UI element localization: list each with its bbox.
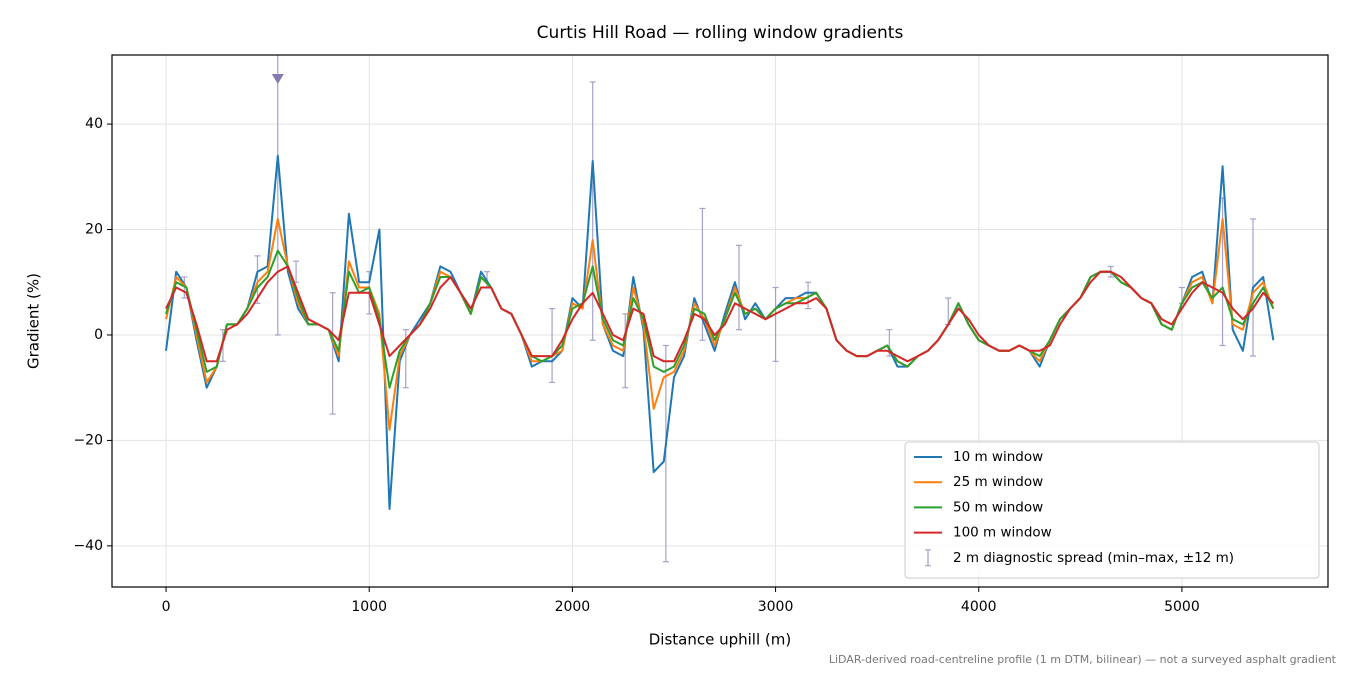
x-tick-label: 1000 — [351, 599, 387, 615]
error-bar — [589, 81, 596, 341]
footnote: LiDAR-derived road-centreline profile (1… — [829, 653, 1337, 666]
series-line — [165, 265, 1275, 363]
error-bar — [622, 313, 629, 389]
legend-label: 10 m window — [953, 449, 1043, 465]
error-bar — [329, 292, 336, 415]
legend: 10 m window 25 m window 50 m window 100 m w… — [904, 441, 1320, 579]
legend-label: 25 m window — [953, 474, 1043, 490]
error-bar — [549, 308, 556, 384]
y-axis-label: Gradient (%) — [25, 273, 43, 369]
error-bar — [293, 260, 300, 283]
y-tick-label: −40 — [73, 538, 103, 554]
error-bar — [662, 344, 669, 563]
x-tick-label: 0 — [162, 599, 171, 615]
error-bar — [735, 244, 742, 331]
error-bar — [805, 281, 812, 310]
error-bar — [254, 255, 261, 304]
x-tick-label: 4000 — [961, 599, 997, 615]
legend-label: 100 m window — [953, 525, 1052, 541]
x-tick-label: 5000 — [1164, 599, 1200, 615]
x-tick-label: 3000 — [758, 599, 794, 615]
y-tick-label: 20 — [85, 222, 103, 238]
chart-title: Curtis Hill Road — rolling window gradie… — [537, 23, 904, 43]
y-tick-label: 40 — [85, 116, 103, 132]
clipped-marker — [271, 74, 284, 84]
plot-area — [165, 55, 1275, 563]
y-tick-label: 0 — [94, 327, 103, 343]
plot-frame — [111, 54, 1329, 588]
y-tick-label: −20 — [73, 432, 103, 448]
legend-label: 50 m window — [953, 499, 1043, 515]
legend-label: 2 m diagnostic spread (min–max, ±12 m) — [953, 550, 1234, 566]
error-bar — [772, 286, 779, 362]
x-tick-label: 2000 — [555, 599, 591, 615]
x-axis-label: Distance uphill (m) — [649, 631, 791, 649]
legend-box — [904, 441, 1320, 579]
